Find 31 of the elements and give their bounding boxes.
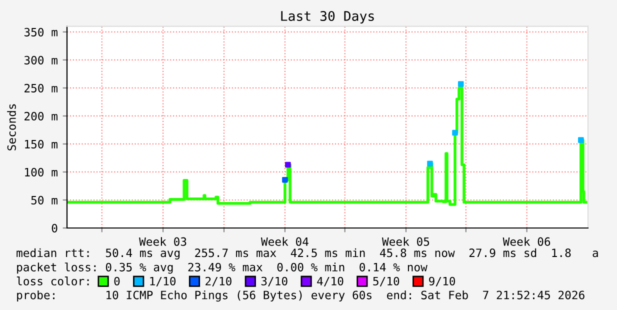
y-tick-label: 150 m bbox=[25, 140, 58, 148]
y-tick-label: 100 m bbox=[25, 168, 58, 177]
point bbox=[578, 137, 584, 143]
point bbox=[452, 130, 458, 136]
y-axis-title: Seconds bbox=[7, 104, 16, 150]
legend-label: 3/10 bbox=[261, 276, 288, 286]
y-tick-label: 350 m bbox=[24, 28, 58, 36]
legend-label: 2/10 bbox=[206, 276, 232, 286]
text: probe: 10 ICMP Echo Pings (56 Bytes) every 60s end: Sat Feb 7 21:52:45 2026 bbox=[17, 290, 584, 302]
y-tick-label: 50 m bbox=[31, 196, 58, 205]
point bbox=[282, 176, 288, 183]
legend-label: 5/10 bbox=[373, 276, 400, 286]
point bbox=[458, 81, 464, 87]
x-tick-label: Week 03 bbox=[139, 237, 186, 246]
chart-title: Last 30 Days bbox=[281, 11, 374, 24]
y-tick-label: 200 m bbox=[24, 112, 58, 120]
x-tick-label: Week 05 bbox=[382, 237, 430, 246]
legend-label: 9/10 bbox=[429, 276, 456, 286]
legend-label: 4/10 bbox=[317, 276, 344, 286]
y-tick-label: 250 m bbox=[24, 84, 58, 92]
y-tick-label: 0 bbox=[52, 224, 58, 233]
x-tick-label: Week 06 bbox=[502, 237, 550, 246]
point bbox=[427, 160, 433, 166]
x-tick-label: Week 04 bbox=[260, 237, 308, 246]
legend-title: loss color: bbox=[16, 276, 89, 286]
legend-label: 0 bbox=[114, 276, 120, 286]
y-tick-label: 300 m bbox=[24, 56, 58, 64]
text: median rtt: 50.4 ms avg 255.7 ms max 42.5 ms min 45.8 ms now 27.9 ms sd 1.8 a bbox=[16, 248, 598, 260]
text: packet loss: 0.35 % avg 23.49 % max 0.00 % min 0.14 % now bbox=[17, 262, 428, 274]
point bbox=[285, 162, 291, 168]
legend-label: 1/10 bbox=[150, 276, 176, 286]
